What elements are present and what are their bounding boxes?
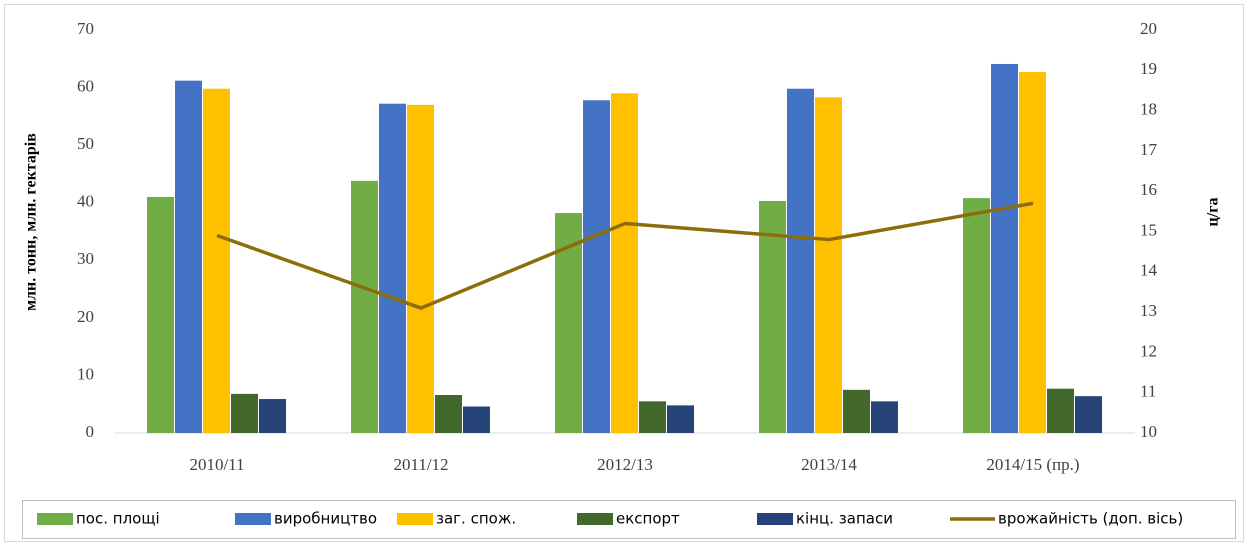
y2-tick-label: 20 bbox=[1140, 19, 1157, 38]
bar bbox=[379, 103, 406, 433]
bar bbox=[175, 80, 202, 434]
y-axis-title: млн. тонн, млн. гектарів bbox=[23, 133, 40, 311]
x-tick-label: 2014/15 (пр.) bbox=[986, 455, 1079, 474]
y2-tick-label: 14 bbox=[1140, 261, 1158, 280]
bar bbox=[583, 100, 610, 433]
line bbox=[216, 201, 1034, 310]
bar bbox=[351, 180, 378, 433]
bar bbox=[147, 196, 174, 433]
bar bbox=[991, 63, 1018, 434]
y-tick-label: 10 bbox=[77, 364, 94, 383]
y2-axis-title: ц/га bbox=[1205, 198, 1222, 227]
y2-tick-label: 13 bbox=[1140, 301, 1157, 320]
legend-label: кінц. запаси bbox=[796, 510, 893, 528]
bar bbox=[815, 97, 842, 433]
legend-swatch bbox=[757, 513, 793, 525]
y-tick-label: 60 bbox=[77, 76, 94, 95]
y-tick-label: 50 bbox=[77, 134, 94, 153]
y-tick-label: 20 bbox=[77, 307, 94, 326]
bar bbox=[963, 198, 990, 433]
legend-label: виробництво bbox=[274, 510, 377, 528]
legend-frame bbox=[22, 500, 1236, 539]
x-tick-label: 2012/13 bbox=[597, 455, 653, 474]
y2-tick-label: 16 bbox=[1140, 180, 1157, 199]
bar bbox=[1075, 396, 1102, 433]
legend-label: заг. спож. bbox=[436, 510, 516, 528]
bar bbox=[1047, 388, 1074, 433]
y-tick-label: 40 bbox=[77, 192, 94, 211]
y2-tick-label: 18 bbox=[1140, 100, 1157, 119]
y-tick-label: 0 bbox=[86, 422, 95, 441]
x-tick-label: 2010/11 bbox=[189, 455, 244, 474]
bar bbox=[639, 401, 666, 433]
bar bbox=[871, 401, 898, 433]
bar bbox=[787, 88, 814, 434]
legend-swatch bbox=[37, 513, 73, 525]
bar bbox=[667, 405, 694, 433]
legend-label: пос. площі bbox=[76, 510, 160, 528]
y2-tick-label: 11 bbox=[1140, 382, 1156, 401]
bar bbox=[759, 200, 786, 433]
bar bbox=[203, 88, 230, 434]
legend-label: врожайність (доп. вісь) bbox=[998, 510, 1183, 528]
bar bbox=[843, 389, 870, 433]
y2-tick-label: 10 bbox=[1140, 422, 1157, 441]
y2-tick-label: 15 bbox=[1140, 220, 1157, 239]
x-tick-label: 2011/12 bbox=[393, 455, 448, 474]
legend-swatch bbox=[235, 513, 271, 525]
x-tick-label: 2013/14 bbox=[801, 455, 857, 474]
y2-tick-label: 19 bbox=[1140, 59, 1157, 78]
bar bbox=[259, 399, 286, 433]
bar bbox=[463, 406, 490, 433]
bar bbox=[407, 104, 434, 433]
bar bbox=[231, 393, 258, 433]
legend-swatch bbox=[577, 513, 613, 525]
bar bbox=[1019, 72, 1046, 433]
y-tick-label: 70 bbox=[77, 19, 94, 38]
y2-tick-label: 17 bbox=[1140, 140, 1158, 159]
bar bbox=[435, 395, 462, 433]
y-tick-label: 30 bbox=[77, 249, 94, 268]
legend-label: експорт bbox=[616, 510, 680, 528]
legend-swatch bbox=[397, 513, 433, 525]
y2-tick-label: 12 bbox=[1140, 341, 1157, 360]
bar bbox=[611, 93, 638, 433]
